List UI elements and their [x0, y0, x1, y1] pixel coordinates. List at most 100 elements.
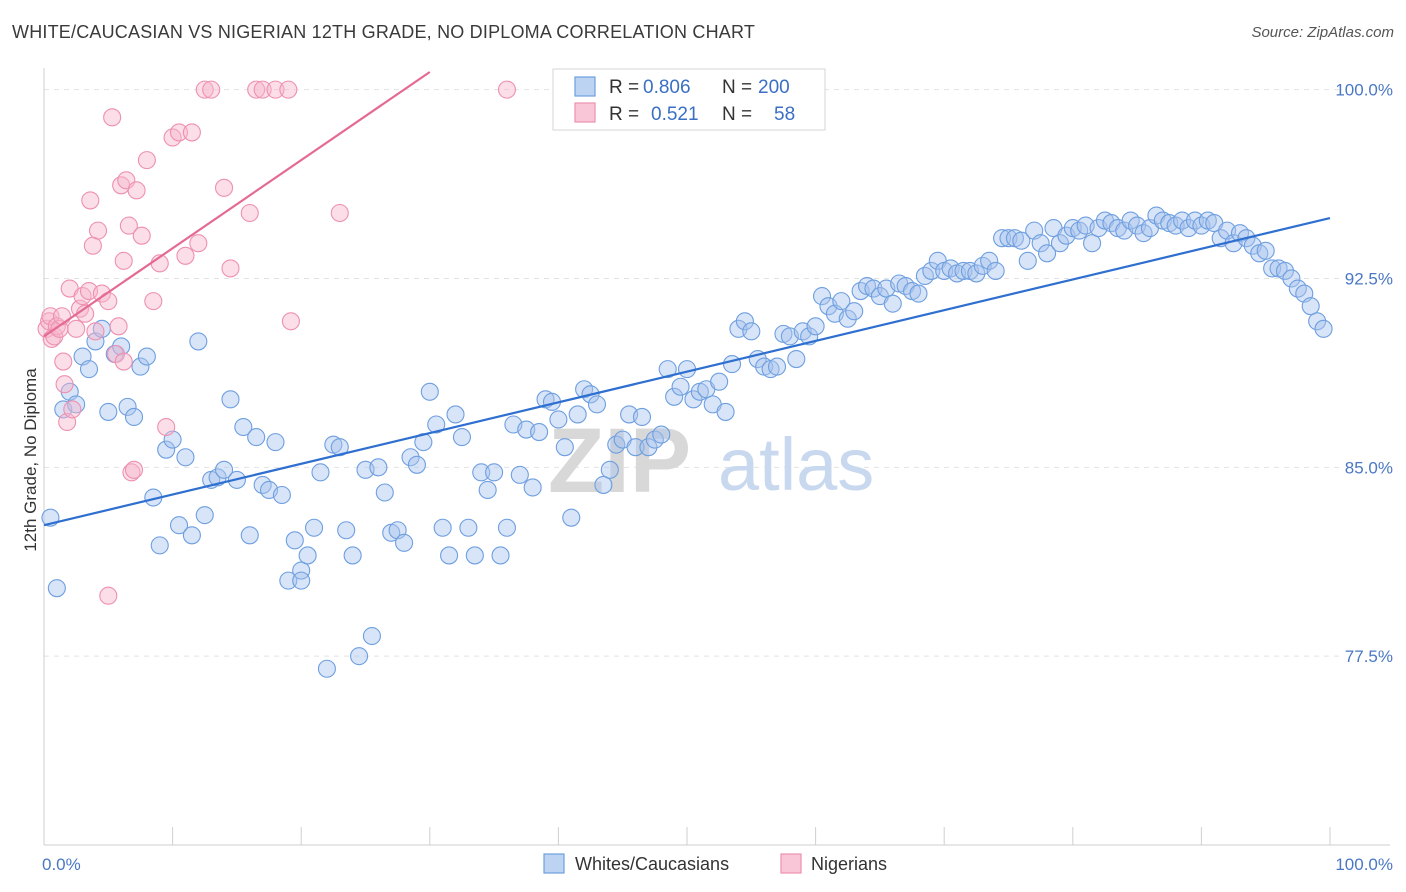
point-0-198 — [1314, 319, 1333, 338]
point-0-56 — [401, 448, 420, 467]
point-0-36 — [272, 485, 291, 505]
point-0-37 — [279, 571, 298, 590]
point-0-64 — [452, 428, 472, 447]
point-1-12 — [63, 400, 82, 419]
legend-bottom-whites: Whites/Caucasians — [575, 854, 729, 874]
watermark-zip: ZIP — [548, 410, 691, 512]
point-0-192 — [1275, 261, 1295, 280]
point-0-91 — [626, 438, 645, 457]
x-tick-label-1: 100.0% — [1335, 855, 1393, 874]
point-0-199 — [292, 571, 311, 590]
point-1-25 — [106, 344, 126, 364]
point-0-128 — [864, 279, 883, 298]
point-1-53 — [281, 312, 300, 331]
point-1-19 — [83, 236, 102, 255]
point-0-47 — [343, 546, 362, 565]
point-1-7 — [52, 307, 72, 326]
point-0-146 — [980, 251, 999, 270]
point-0-157 — [1050, 234, 1069, 253]
legend-n-value-1: 200 — [758, 77, 790, 98]
regression-line-0 — [43, 216, 1331, 527]
point-0-147 — [986, 261, 1005, 280]
point-0-62 — [440, 546, 459, 565]
point-1-42 — [182, 123, 201, 142]
legend-bottom: Whites/Caucasians Nigerians — [543, 853, 887, 874]
point-0-125 — [845, 302, 864, 321]
point-0-17 — [150, 536, 169, 555]
y-tick-label-0: 100.0% — [1335, 81, 1393, 100]
point-1-9 — [55, 375, 74, 394]
legend-n-value-2: 58 — [774, 104, 795, 125]
y-tick-label-1: 92.5% — [1345, 269, 1393, 288]
point-1-32 — [124, 460, 144, 479]
point-0-51 — [369, 458, 388, 477]
point-0-68 — [478, 480, 497, 500]
watermark-atlas: atlas — [718, 423, 874, 506]
point-1-48 — [240, 203, 259, 223]
point-0-71 — [497, 518, 517, 537]
point-1-30 — [119, 216, 138, 235]
y-axis-label: 12th Grade, No Diploma — [21, 368, 40, 552]
legend-bottom-swatch-blue — [543, 853, 565, 874]
point-1-40 — [169, 123, 189, 142]
point-1-51 — [266, 80, 285, 99]
point-0-131 — [883, 294, 902, 313]
point-1-28 — [114, 251, 133, 270]
legend-r-value-2: 0.521 — [651, 104, 699, 125]
point-0-196 — [1301, 297, 1320, 316]
chart-source: Source: ZipAtlas.com — [1251, 24, 1394, 41]
point-0-52 — [375, 483, 394, 502]
point-0-135 — [909, 284, 928, 303]
legend-swatch-blue — [574, 76, 596, 97]
watermark: ZIP atlas — [548, 410, 874, 512]
point-0-50 — [362, 626, 381, 646]
point-0-40 — [298, 546, 317, 565]
point-0-46 — [337, 521, 356, 540]
legend-r-label-2: R = — [609, 104, 639, 125]
point-0-15 — [137, 347, 156, 366]
x-tick-labels: 0.0% 100.0% — [42, 855, 1393, 874]
point-0-86 — [594, 475, 613, 494]
point-0-155 — [1038, 244, 1057, 263]
legend-top-box — [552, 68, 826, 131]
point-0-116 — [787, 349, 806, 369]
point-0-6 — [79, 360, 99, 379]
point-0-189 — [1256, 241, 1275, 260]
point-0-57 — [407, 455, 426, 474]
y-tick-label-3: 77.5% — [1345, 647, 1393, 666]
point-0-75 — [523, 478, 542, 497]
point-0-137 — [922, 261, 941, 280]
point-0-80 — [555, 438, 574, 457]
point-0-119 — [806, 317, 825, 336]
point-0-69 — [485, 463, 504, 482]
point-1-45 — [202, 80, 221, 99]
point-0-31 — [240, 526, 259, 545]
point-0-48 — [350, 647, 369, 666]
point-0-87 — [600, 460, 619, 479]
point-1-33 — [127, 181, 146, 200]
point-0-124 — [838, 309, 857, 328]
point-0-24 — [195, 506, 214, 525]
point-0-100 — [684, 390, 703, 409]
point-0-20 — [169, 516, 189, 535]
point-0-193 — [1282, 269, 1301, 288]
point-0-61 — [433, 518, 452, 537]
regression-lines — [43, 71, 1331, 527]
point-1-8 — [54, 352, 73, 371]
point-0-28 — [221, 390, 240, 409]
point-1-56 — [99, 586, 118, 605]
point-0-162 — [1083, 234, 1102, 253]
point-1-41 — [176, 246, 195, 265]
point-0-30 — [234, 417, 253, 437]
point-0-9 — [99, 402, 118, 421]
y-tick-labels: 100.0% 92.5% 85.0% 77.5% — [1335, 81, 1393, 667]
point-0-82 — [568, 405, 587, 424]
point-0-104 — [710, 372, 729, 391]
point-0-95 — [652, 425, 671, 444]
legend-n-label-1: N = — [722, 77, 752, 98]
legend-top: R = 0.806 N = 200 R = 0.521 N = 58 — [552, 68, 826, 131]
point-0-60 — [427, 415, 446, 434]
point-0-105 — [716, 402, 735, 421]
point-0-27 — [214, 460, 234, 479]
